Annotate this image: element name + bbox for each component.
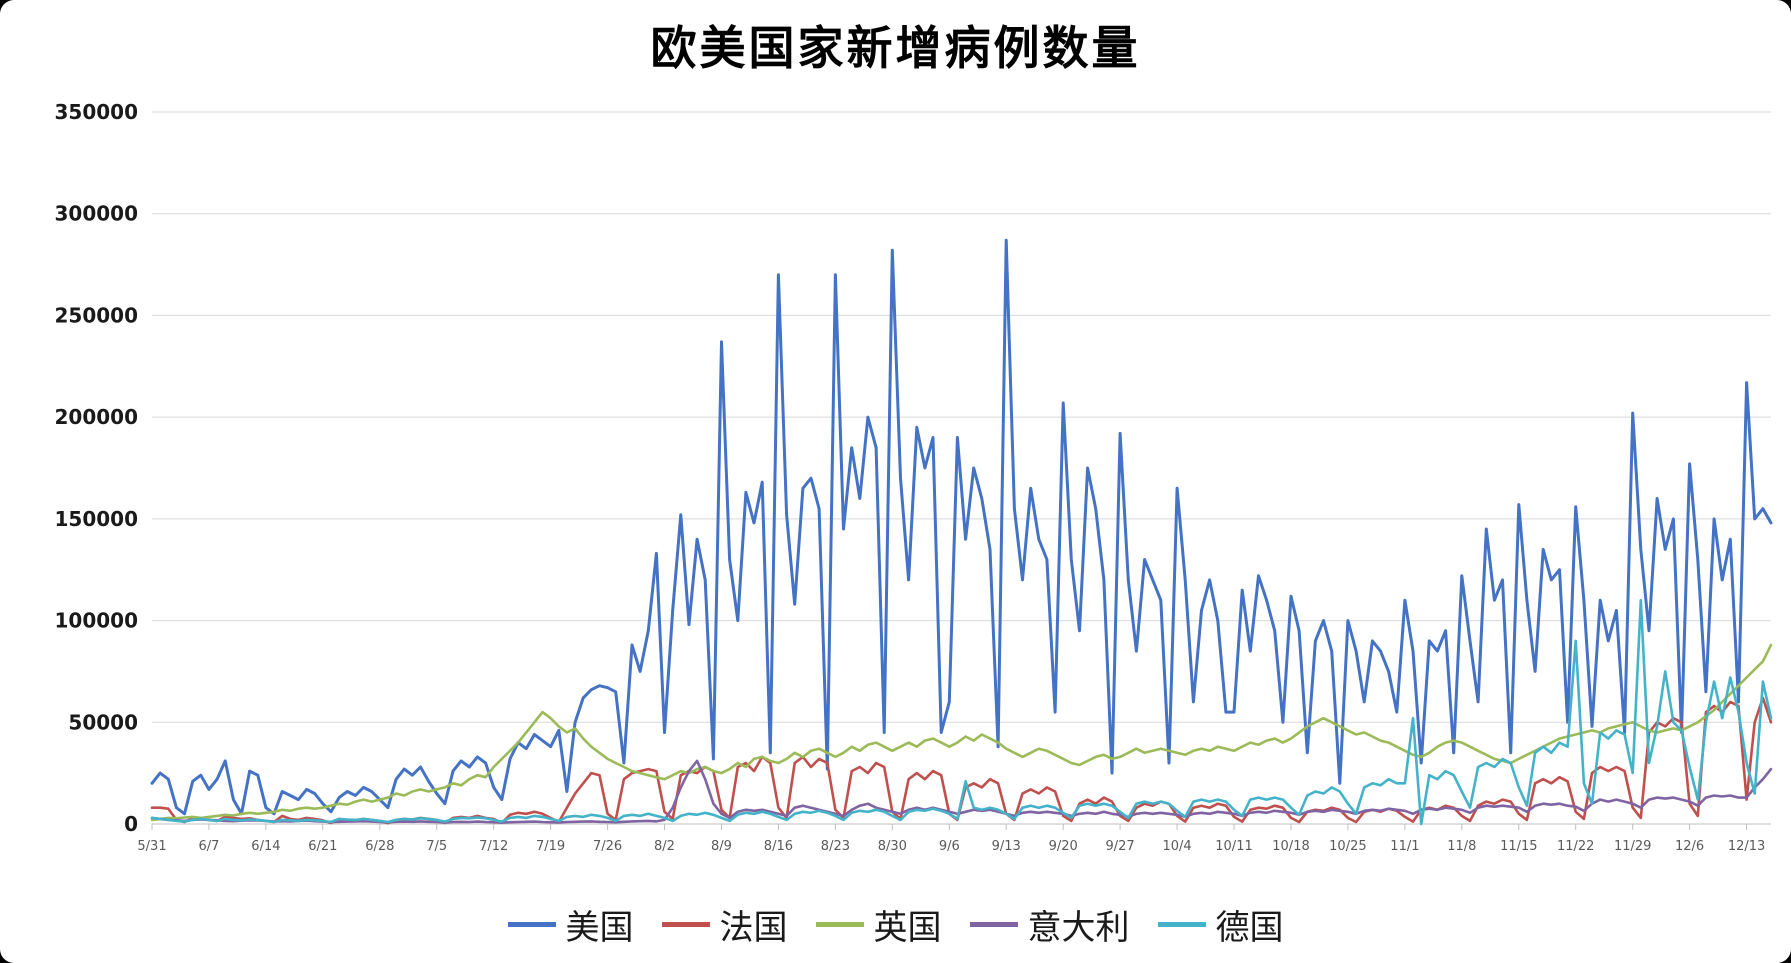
x-axis-label: 8/30 xyxy=(878,839,907,854)
x-axis-label: 5/31 xyxy=(137,839,166,854)
y-axis-label: 0 xyxy=(124,812,138,836)
x-axis-label: 8/2 xyxy=(654,839,675,854)
legend-item-germany: 德国 xyxy=(1157,900,1284,949)
chart-legend: 美国 法国 英国 意大利 德国 xyxy=(0,882,1791,963)
x-axis-label: 9/27 xyxy=(1105,839,1134,854)
x-axis-label: 7/26 xyxy=(593,839,622,854)
series-line-italy xyxy=(150,759,1773,824)
x-axis-label: 7/19 xyxy=(536,839,565,854)
legend-label-france: 法国 xyxy=(719,907,788,948)
legend-swatch-france xyxy=(661,921,710,927)
x-axis-label: 12/6 xyxy=(1675,839,1704,854)
x-axis-label: 6/28 xyxy=(365,839,394,854)
x-axis-label: 6/14 xyxy=(251,839,280,854)
series-line-usa xyxy=(150,238,1773,816)
y-axis-label: 200000 xyxy=(55,405,139,429)
legend-swatch-usa xyxy=(507,921,556,927)
x-axis-label: 10/18 xyxy=(1272,839,1309,854)
legend-swatch-uk xyxy=(815,921,864,927)
x-axis-label: 8/23 xyxy=(821,839,850,854)
y-axis-label: 350000 xyxy=(55,100,139,124)
x-axis-label: 11/1 xyxy=(1390,839,1419,854)
legend-item-italy: 意大利 xyxy=(969,900,1130,949)
x-axis-label: 8/16 xyxy=(764,839,793,854)
x-axis-label: 11/22 xyxy=(1557,839,1594,854)
legend-label-italy: 意大利 xyxy=(1027,907,1130,948)
x-axis-label: 9/6 xyxy=(939,839,960,854)
legend-label-germany: 德国 xyxy=(1215,907,1284,948)
x-axis-label: 7/5 xyxy=(426,839,447,854)
legend-label-usa: 美国 xyxy=(565,907,634,948)
x-axis-label: 11/8 xyxy=(1447,839,1476,854)
y-axis-label: 250000 xyxy=(55,303,139,327)
x-axis-label: 10/25 xyxy=(1329,839,1366,854)
y-axis-label: 300000 xyxy=(55,202,139,226)
legend-item-usa: 美国 xyxy=(507,900,634,949)
plot-area: 0 50000 100000 150000 200000 250000 300000 3500… xyxy=(55,100,1773,854)
legend-label-uk: 英国 xyxy=(873,907,942,948)
x-axis-label: 6/21 xyxy=(308,839,337,854)
x-axis-label: 11/15 xyxy=(1500,839,1537,854)
legend-item-france: 法国 xyxy=(661,900,788,949)
legend-swatch-italy xyxy=(969,921,1018,927)
x-axis-label: 11/29 xyxy=(1614,839,1651,854)
series-line-germany xyxy=(150,598,1773,826)
x-axis-label: 9/13 xyxy=(992,839,1021,854)
legend-item-uk: 英国 xyxy=(815,900,942,949)
y-axis-label: 100000 xyxy=(55,609,139,633)
y-axis-label: 50000 xyxy=(68,710,138,734)
x-axis-label: 7/12 xyxy=(479,839,508,854)
x-axis-label: 12/13 xyxy=(1728,839,1765,854)
x-axis-label: 9/20 xyxy=(1049,839,1078,854)
legend-swatch-germany xyxy=(1157,921,1206,927)
x-axis-label: 10/11 xyxy=(1215,839,1252,854)
y-axis-label: 150000 xyxy=(55,507,139,531)
x-axis-label: 6/7 xyxy=(198,839,219,854)
x-axis-label: 10/4 xyxy=(1162,839,1191,854)
chart-title: 欧美国家新增病例数量 xyxy=(650,21,1141,75)
x-axis-label: 8/9 xyxy=(711,839,732,854)
